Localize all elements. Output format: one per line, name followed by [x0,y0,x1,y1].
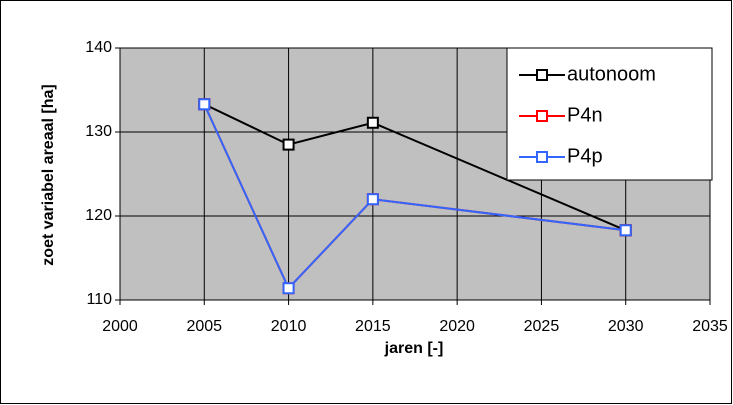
x-axis-label: jaren [-] [384,340,444,357]
x-tick-label: 2030 [608,318,644,335]
point-marker [282,282,295,295]
x-tick-label: 2010 [271,318,307,335]
legend-marker [536,151,548,163]
legend-marker [536,110,548,122]
point-marker [619,224,632,237]
legend-label: P4p [567,145,603,167]
legend-marker [536,69,548,81]
x-tick-label: 2035 [692,318,728,335]
point-marker [198,98,211,111]
x-tick-label: 2015 [355,318,391,335]
legend-label: autonoom [567,63,656,85]
x-tick-label: 2025 [524,318,560,335]
series-line [203,103,626,291]
point-marker [282,138,295,151]
y-axis-label: zoet variabel areaal [ha] [40,84,57,265]
y-tick-label: 140 [85,39,112,56]
point-marker [366,193,379,206]
y-tick-label: 120 [85,207,112,224]
point-marker [366,116,379,129]
x-tick-label: 2000 [102,318,138,335]
series-line [203,103,627,232]
x-tick-label: 2020 [439,318,475,335]
y-tick-label: 130 [85,123,112,140]
y-tick-label: 110 [86,291,112,308]
x-tick-label: 2005 [186,318,222,335]
legend-label: P4n [567,104,603,126]
